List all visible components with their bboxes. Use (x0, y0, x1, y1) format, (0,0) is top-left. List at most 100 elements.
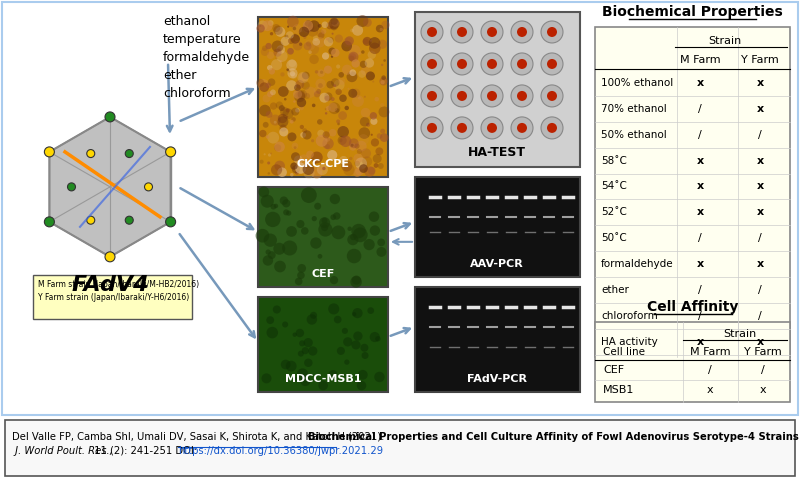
Circle shape (329, 103, 340, 114)
Circle shape (268, 251, 276, 259)
FancyBboxPatch shape (33, 275, 192, 319)
Circle shape (370, 332, 380, 342)
Circle shape (457, 59, 467, 69)
Circle shape (330, 97, 334, 101)
Circle shape (105, 112, 115, 122)
Circle shape (310, 312, 317, 319)
Circle shape (360, 61, 367, 68)
Circle shape (345, 106, 349, 110)
Circle shape (295, 171, 299, 175)
Circle shape (279, 127, 288, 137)
Circle shape (318, 222, 333, 237)
Circle shape (330, 23, 338, 30)
Circle shape (301, 227, 309, 235)
Circle shape (283, 209, 289, 216)
Circle shape (350, 29, 354, 33)
Circle shape (306, 314, 317, 325)
Circle shape (315, 79, 326, 89)
Circle shape (331, 20, 339, 27)
Circle shape (267, 91, 273, 97)
Circle shape (421, 85, 443, 107)
FancyBboxPatch shape (5, 420, 795, 476)
Circle shape (370, 226, 380, 236)
Circle shape (269, 68, 275, 75)
Circle shape (380, 129, 386, 134)
Circle shape (339, 156, 348, 164)
Circle shape (291, 108, 299, 115)
Circle shape (297, 368, 308, 380)
Circle shape (306, 150, 314, 158)
Circle shape (318, 254, 322, 259)
Circle shape (357, 149, 362, 154)
Circle shape (347, 88, 350, 90)
Circle shape (259, 25, 262, 27)
Circle shape (370, 40, 372, 42)
Circle shape (270, 103, 277, 110)
Circle shape (541, 117, 563, 139)
Circle shape (330, 24, 336, 30)
Circle shape (280, 196, 288, 205)
Circle shape (350, 69, 356, 76)
Circle shape (349, 56, 354, 61)
Text: ether: ether (163, 69, 196, 82)
Circle shape (334, 316, 342, 323)
Circle shape (297, 272, 305, 279)
Circle shape (293, 27, 296, 30)
Text: 50% ethanol: 50% ethanol (601, 130, 666, 140)
Circle shape (541, 53, 563, 75)
Circle shape (334, 80, 345, 91)
Circle shape (166, 217, 176, 227)
Text: Biochemical Properties and Cell Culture Affinity of Fowl Adenovirus Serotype-4 S: Biochemical Properties and Cell Culture … (308, 432, 800, 442)
Circle shape (288, 38, 294, 44)
Circle shape (281, 37, 290, 46)
Text: /: / (758, 130, 762, 140)
Circle shape (302, 163, 314, 175)
Circle shape (487, 123, 497, 133)
Circle shape (358, 370, 368, 380)
Circle shape (298, 72, 309, 83)
Circle shape (322, 52, 329, 59)
Circle shape (302, 24, 312, 33)
Circle shape (286, 108, 290, 113)
Circle shape (375, 336, 381, 342)
Circle shape (86, 216, 94, 224)
Circle shape (325, 108, 327, 110)
Circle shape (335, 108, 339, 113)
Circle shape (314, 37, 325, 47)
Circle shape (322, 138, 334, 149)
Circle shape (305, 87, 316, 98)
Circle shape (145, 183, 153, 191)
Circle shape (451, 21, 473, 43)
Circle shape (308, 346, 318, 355)
Text: x: x (757, 207, 763, 217)
Circle shape (276, 50, 288, 62)
Text: 54˚C: 54˚C (601, 182, 627, 192)
Circle shape (304, 359, 313, 367)
Text: 11 (2): 241-251 DOI:: 11 (2): 241-251 DOI: (91, 446, 200, 456)
Circle shape (298, 90, 307, 99)
Circle shape (368, 167, 376, 174)
Circle shape (427, 123, 437, 133)
Circle shape (320, 70, 323, 74)
Text: Biochemical Properties: Biochemical Properties (602, 5, 783, 19)
Circle shape (379, 77, 388, 85)
Text: formaldehyde: formaldehyde (601, 259, 674, 269)
Circle shape (350, 234, 357, 240)
Circle shape (294, 84, 301, 91)
Text: /: / (708, 365, 712, 375)
Text: x: x (697, 207, 703, 217)
Circle shape (299, 43, 302, 46)
Text: 50˚C: 50˚C (601, 233, 626, 243)
Circle shape (295, 91, 303, 99)
Text: CKC-CPE: CKC-CPE (297, 159, 350, 169)
Text: chloroform: chloroform (601, 311, 658, 321)
Circle shape (295, 278, 302, 285)
Circle shape (319, 93, 330, 103)
Circle shape (314, 87, 321, 94)
Circle shape (278, 168, 287, 177)
Circle shape (338, 126, 349, 137)
Circle shape (481, 53, 503, 75)
Circle shape (270, 152, 272, 155)
Circle shape (380, 103, 384, 107)
Circle shape (319, 217, 330, 228)
